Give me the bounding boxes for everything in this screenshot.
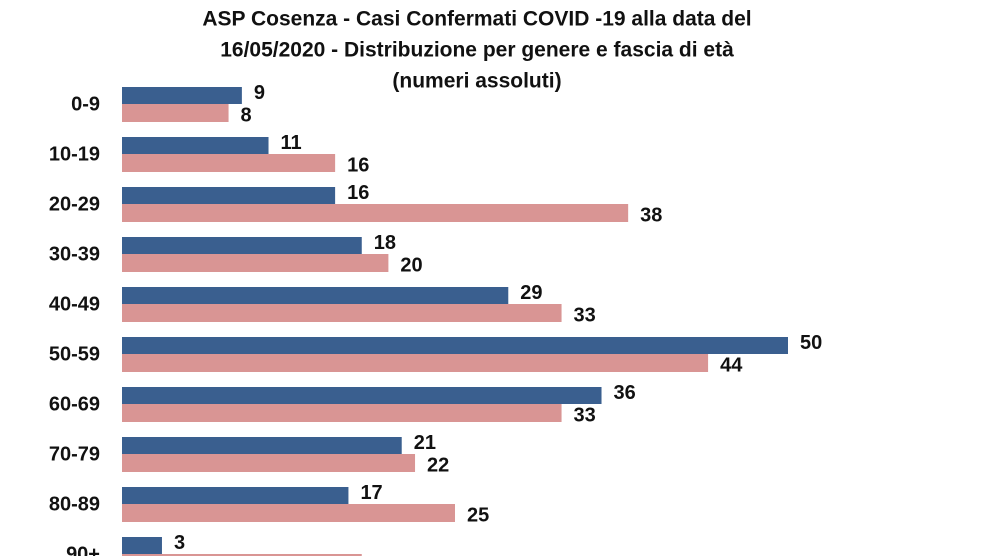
bar: [122, 287, 509, 304]
value-label: 36: [614, 382, 636, 404]
y-tick-label: 20-29: [49, 193, 100, 215]
chart-title: 16/05/2020 - Distribuzione per genere e …: [220, 39, 734, 62]
value-label: 29: [520, 282, 542, 304]
bar: [122, 204, 629, 222]
bar: [122, 387, 602, 404]
bar: [122, 487, 349, 504]
y-tick-label: 50-59: [49, 343, 100, 365]
bar: [122, 504, 455, 522]
y-tick-label: 10-19: [49, 143, 100, 165]
value-label: 22: [427, 454, 449, 476]
bar: [122, 187, 336, 204]
value-label: 8: [241, 104, 252, 126]
value-label: 3: [174, 532, 185, 554]
bar: [122, 404, 562, 422]
bar: [122, 454, 416, 472]
value-label: 17: [360, 482, 382, 504]
value-label: 38: [640, 204, 662, 226]
bar: [122, 254, 389, 272]
chart-title: ASP Cosenza - Casi Confermati COVID -19 …: [202, 8, 751, 31]
y-tick-label: 30-39: [49, 243, 100, 265]
value-label: 33: [574, 404, 596, 426]
value-label: 11: [281, 132, 302, 154]
value-label: 16: [347, 154, 369, 176]
value-label: 50: [800, 332, 822, 354]
value-label: 25: [467, 504, 489, 526]
value-label: 33: [574, 304, 596, 326]
value-label: 18: [374, 232, 396, 254]
bar: [122, 337, 788, 354]
bar: [122, 554, 362, 556]
bar: [122, 87, 242, 104]
bar: [122, 437, 402, 454]
y-tick-label: 40-49: [49, 293, 100, 315]
bar: [122, 537, 162, 554]
value-label: 20: [400, 254, 422, 276]
bar: [122, 104, 229, 122]
chart-title: (numeri assoluti): [392, 70, 561, 93]
bar: [122, 354, 709, 372]
y-tick-label: 60-69: [49, 393, 100, 415]
y-tick-label: 90+: [66, 543, 100, 556]
y-tick-label: 0-9: [71, 93, 100, 115]
value-label: 18: [374, 554, 396, 556]
value-label: 44: [720, 354, 743, 376]
value-label: 9: [254, 82, 265, 104]
y-tick-label: 80-89: [49, 493, 100, 515]
bar: [122, 304, 562, 322]
bar: [122, 137, 269, 154]
value-label: 21: [414, 432, 436, 454]
bar: [122, 154, 336, 172]
y-tick-label: 70-79: [49, 443, 100, 465]
bar: [122, 237, 362, 254]
value-label: 16: [347, 182, 369, 204]
